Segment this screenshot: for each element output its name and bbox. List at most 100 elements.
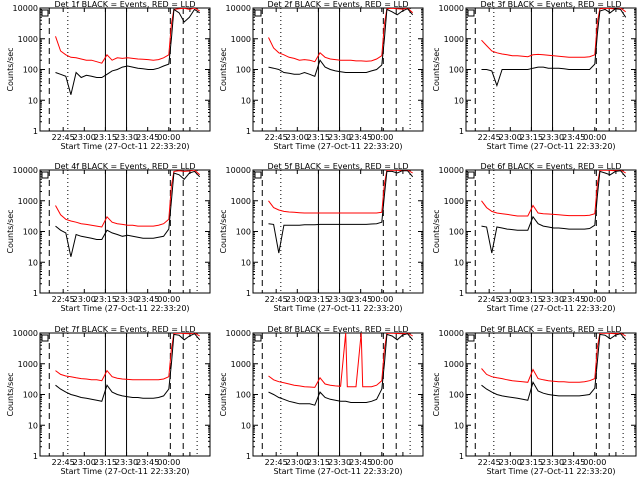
series-line-red: [481, 333, 626, 383]
y-tick-label: 10: [454, 258, 464, 267]
y-tick-label: 1: [33, 127, 38, 136]
x-tick-label: 23:15: [520, 458, 543, 467]
corner-box: [467, 9, 475, 17]
x-axis-label: Start Time (27-Oct-11 22:33:20): [273, 304, 402, 313]
x-tick-label: 23:15: [94, 133, 117, 142]
x-tick-label: 23:30: [541, 295, 564, 304]
x-tick-label: 23:00: [73, 133, 96, 142]
series-line-red: [481, 170, 626, 217]
plot-frame: [39, 169, 211, 294]
x-axis-label: Start Time (27-Oct-11 22:33:20): [273, 142, 402, 151]
y-tick-label: 1000: [231, 360, 251, 369]
x-tick-label: 00:00: [370, 133, 393, 142]
series-line-black: [55, 170, 201, 257]
series-line-red: [55, 333, 200, 382]
x-tick-label: 23:30: [115, 295, 138, 304]
corner-box: [41, 334, 49, 342]
y-axis-label: Counts/sec: [6, 209, 15, 253]
x-tick-label: 23:00: [286, 295, 309, 304]
y-tick-label: 1: [246, 127, 251, 136]
panel-title: Det 1f BLACK = Events, RED = LLD: [54, 0, 195, 9]
x-tick-label: 00:00: [583, 133, 606, 142]
x-tick-label: 23:15: [307, 133, 330, 142]
plot-frame: [39, 332, 211, 457]
x-tick-label: 22:45: [265, 295, 288, 304]
series-line-red: [268, 170, 413, 214]
y-tick-label: 1000: [18, 197, 38, 206]
x-tick-label: 23:00: [73, 458, 96, 467]
y-tick-label: 10000: [13, 329, 38, 338]
y-tick-label: 10: [454, 421, 464, 430]
series-line-black: [55, 333, 201, 402]
panel-title: Det 3f BLACK = Events, RED = LLD: [480, 0, 621, 9]
x-tick-label: 23:00: [286, 458, 309, 467]
y-tick-label: 10000: [439, 329, 464, 338]
x-tick-label: 22:45: [265, 133, 288, 142]
x-tick-label: 00:00: [157, 458, 180, 467]
x-tick-label: 23:00: [499, 133, 522, 142]
panel-title: Det 9f BLACK = Events, RED = LLD: [480, 325, 621, 334]
y-tick-label: 100: [236, 228, 251, 237]
x-tick-label: 00:00: [157, 295, 180, 304]
x-axis-label: Start Time (27-Oct-11 22:33:20): [486, 142, 615, 151]
y-tick-label: 100: [23, 66, 38, 75]
y-tick-label: 100: [23, 228, 38, 237]
series-line-black: [268, 333, 414, 406]
x-tick-label: 22:45: [478, 133, 501, 142]
corner-box: [467, 334, 475, 342]
y-tick-label: 1: [459, 452, 464, 461]
x-tick-label: 23:30: [115, 133, 138, 142]
panel-3: Det 3f BLACK = Events, RED = LLD 1 10 100 10…: [432, 0, 637, 151]
corner-box: [41, 171, 49, 179]
series-line-black: [481, 170, 627, 254]
y-tick-label: 1000: [444, 360, 464, 369]
y-tick-label: 10000: [226, 166, 251, 175]
y-tick-label: 100: [449, 66, 464, 75]
y-tick-label: 10: [241, 258, 251, 267]
x-tick-label: 23:45: [349, 458, 372, 467]
plot-frame: [465, 7, 637, 132]
x-tick-label: 23:15: [307, 295, 330, 304]
corner-box: [254, 171, 262, 179]
y-axis-label: Counts/sec: [6, 47, 15, 91]
panel-1: Det 1f BLACK = Events, RED = LLD 1 10 100 10…: [6, 0, 211, 151]
x-tick-label: 23:45: [562, 133, 585, 142]
series-line-red: [268, 333, 413, 388]
series-line-red: [268, 8, 414, 63]
y-tick-label: 100: [236, 391, 251, 400]
panel-5: Det 5f BLACK = Events, RED = LLD 1 10 100 10…: [219, 162, 424, 313]
x-tick-label: 23:30: [328, 295, 351, 304]
x-tick-label: 23:00: [286, 133, 309, 142]
panel-title: Det 4f BLACK = Events, RED = LLD: [54, 162, 195, 171]
panel-7: Det 7f BLACK = Events, RED = LLD 1 10 100 10…: [6, 325, 211, 476]
panel-4: Det 4f BLACK = Events, RED = LLD 1 10 100 10…: [6, 162, 211, 313]
y-tick-label: 10000: [439, 4, 464, 13]
series-line-black: [268, 170, 414, 254]
plot-frame: [252, 169, 424, 294]
y-tick-label: 1000: [18, 360, 38, 369]
x-tick-label: 22:45: [478, 295, 501, 304]
x-tick-label: 23:30: [328, 133, 351, 142]
x-tick-label: 23:45: [349, 133, 372, 142]
plot-frame: [252, 332, 424, 457]
y-tick-label: 10000: [226, 4, 251, 13]
plot-frame: [465, 169, 637, 294]
x-tick-label: 23:45: [562, 458, 585, 467]
x-tick-label: 00:00: [370, 458, 393, 467]
y-tick-label: 10000: [13, 166, 38, 175]
x-tick-label: 23:15: [94, 458, 117, 467]
y-tick-label: 100: [236, 66, 251, 75]
y-axis-label: Counts/sec: [432, 209, 441, 253]
y-tick-label: 1: [33, 289, 38, 298]
corner-box: [254, 334, 262, 342]
panel-title: Det 8f BLACK = Events, RED = LLD: [267, 325, 408, 334]
x-axis-label: Start Time (27-Oct-11 22:33:20): [60, 142, 189, 151]
x-tick-label: 00:00: [157, 133, 180, 142]
y-tick-label: 10000: [13, 4, 38, 13]
x-tick-label: 23:30: [541, 458, 564, 467]
x-axis-label: Start Time (27-Oct-11 22:33:20): [486, 467, 615, 476]
x-tick-label: 00:00: [583, 295, 606, 304]
corner-box: [254, 9, 262, 17]
y-tick-label: 10: [28, 96, 38, 105]
